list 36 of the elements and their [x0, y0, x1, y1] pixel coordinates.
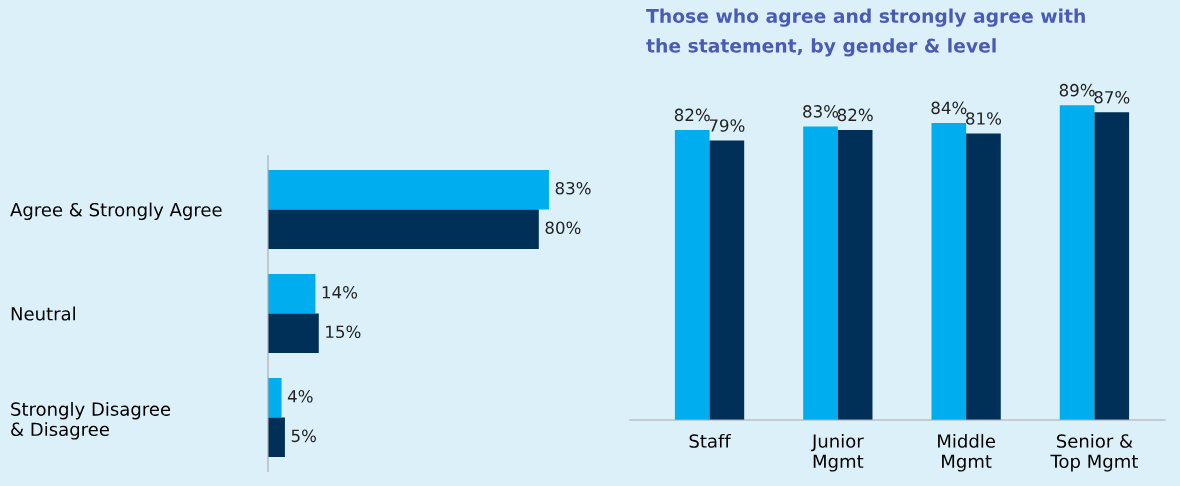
- data-label: 84%: [931, 101, 967, 115]
- bar: [268, 273, 316, 314]
- x-tick-label: Middle Mgmt: [938, 433, 995, 472]
- bar: [1094, 112, 1130, 420]
- data-label: 83%: [803, 105, 839, 118]
- x-tick-label: Junior Mgmt: [811, 433, 864, 472]
- bar: [803, 126, 838, 420]
- bar: [1059, 105, 1095, 420]
- data-label: 82%: [674, 108, 710, 122]
- data-label: 4%: [287, 389, 313, 403]
- y-tick-label: Agree & Strongly Agree: [10, 202, 222, 221]
- bar: [268, 377, 282, 418]
- bar: [966, 133, 1001, 420]
- x-tick-label: Senior & Top Mgmt: [1050, 433, 1138, 472]
- chart-title: Those who agree and strongly agree with the statement, by gender & level: [646, 8, 1085, 57]
- bar: [268, 313, 319, 354]
- bar: [268, 169, 549, 210]
- data-label: 83%: [555, 181, 591, 195]
- x-tick-label: Staff: [689, 433, 732, 448]
- data-label: 79%: [709, 119, 745, 132]
- bar: [709, 140, 745, 420]
- bar: [268, 417, 285, 458]
- y-tick-label: Strongly Disagree & Disagree: [11, 401, 171, 440]
- data-label: 82%: [837, 108, 873, 122]
- data-label: 89%: [1059, 83, 1095, 97]
- y-tick-label: Neutral: [11, 306, 75, 321]
- bar: [674, 130, 710, 420]
- data-label: 80%: [545, 221, 581, 235]
- data-label: 15%: [326, 325, 361, 339]
- data-label: 14%: [322, 285, 358, 299]
- bar: [268, 209, 539, 249]
- bar: [931, 122, 967, 420]
- bar: [837, 130, 873, 420]
- data-label: 87%: [1094, 90, 1130, 104]
- data-label: 5%: [291, 429, 316, 443]
- data-label: 81%: [966, 112, 1002, 125]
